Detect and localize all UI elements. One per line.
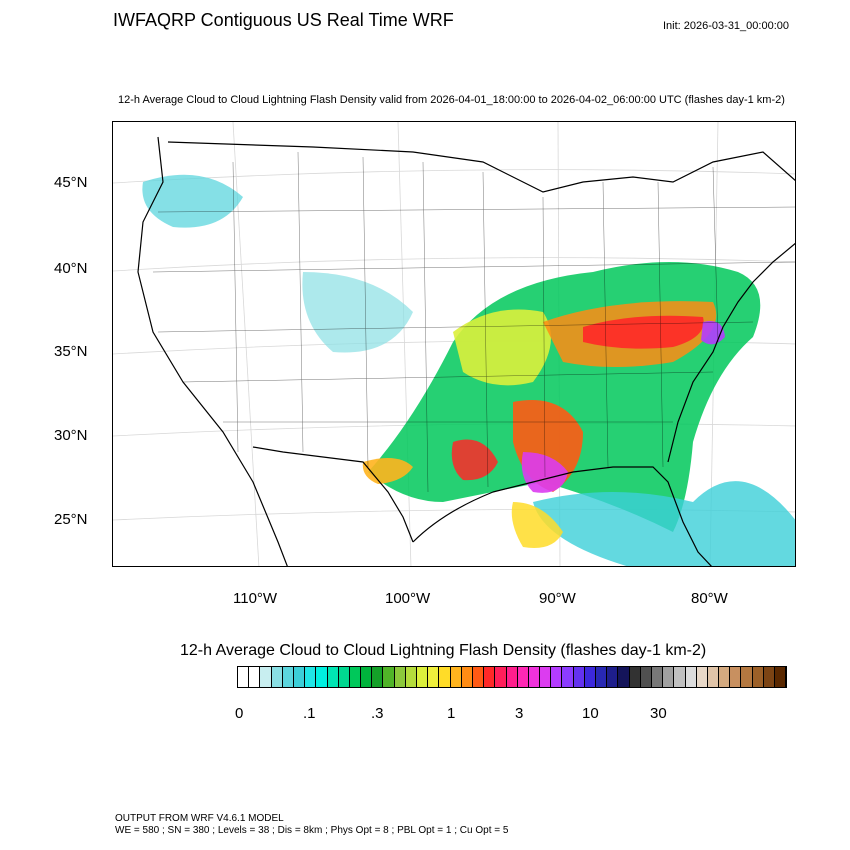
plot-title: IWFAQRP Contiguous US Real Time WRF [113,10,454,30]
colorbar-swatch [472,667,485,687]
colorbar-swatch [450,667,462,687]
colorbar-swatch [405,667,417,687]
model-info-line2: WE = 580 ; SN = 380 ; Levels = 38 ; Dis … [115,825,509,836]
colorbar-swatch [663,667,675,687]
colorbar-swatch [238,667,250,687]
colorbar-swatch [763,667,775,687]
init-time: Init: 2026-03-31_00:00:00 [663,20,789,32]
colorbar-swatch [651,667,664,687]
lon-label-90: 90°W [539,590,576,607]
colorbar-swatch [461,667,473,687]
field-subtitle: 12-h Average Cloud to Cloud Lightning Fl… [118,94,785,106]
lat-label-25: 25°N [54,511,88,528]
colorbar-tick-1: 1 [447,705,456,722]
colorbar-swatch [293,667,306,687]
colorbar-swatch [282,667,294,687]
colorbar-swatch [417,667,429,687]
colorbar-swatch [338,667,350,687]
colorbar-title: 12-h Average Cloud to Cloud Lightning Fl… [180,642,707,659]
colorbar-swatch [305,667,317,687]
colorbar-swatch [528,667,541,687]
colorbar-swatch [696,667,708,687]
colorbar-swatch [629,667,641,687]
map-canvas [113,122,795,566]
model-info-line1: OUTPUT FROM WRF V4.6.1 MODEL [115,813,284,824]
colorbar-tick-10: 10 [582,705,599,722]
colorbar-swatch [327,667,339,687]
colorbar-swatch [249,667,261,687]
lat-label-45: 45°N [54,174,88,191]
county-lines [152,151,795,493]
colorbar-tick-0.3: .3 [371,705,384,722]
colorbar-swatch [349,667,362,687]
colorbar-swatch [271,667,283,687]
colorbar-tick-0: 0 [235,705,244,722]
colorbar-swatch [775,667,787,687]
lightning-field [142,174,795,566]
lightning-map [112,121,796,567]
colorbar-tick-0.1: .1 [303,705,316,722]
colorbar-swatch [674,667,686,687]
colorbar-tick-3: 3 [515,705,524,722]
colorbar-swatch [730,667,742,687]
boundaries [137,136,795,566]
colorbar-tick-30: 30 [650,705,667,722]
colorbar-swatch [707,667,720,687]
colorbar-swatch [439,667,451,687]
lat-label-40: 40°N [54,260,88,277]
colorbar-swatch [573,667,585,687]
colorbar-swatch [607,667,619,687]
colorbar-swatch [685,667,697,687]
lon-label-100: 100°W [385,590,431,607]
colorbar-swatch [383,667,395,687]
colorbar-swatch [428,667,440,687]
colorbar-swatch [640,667,652,687]
colorbar-swatch [584,667,596,687]
lon-label-110: 110°W [233,590,278,607]
colorbar-swatch [484,667,496,687]
colorbar-swatch [372,667,384,687]
colorbar-swatch [596,667,608,687]
colorbar-swatch [540,667,552,687]
colorbar-swatch [562,667,574,687]
colorbar-swatch [316,667,328,687]
colorbar-swatch [506,667,518,687]
colorbar-swatch [495,667,507,687]
colorbar-swatch [719,667,731,687]
colorbar-swatch [361,667,373,687]
colorbar [237,666,788,688]
colorbar-swatch [260,667,272,687]
colorbar-swatch [551,667,563,687]
lat-label-30: 30°N [54,427,88,444]
colorbar-swatch [741,667,753,687]
colorbar-swatch [394,667,406,687]
colorbar-swatch [752,667,764,687]
colorbar-swatch [517,667,529,687]
lon-label-80: 80°W [691,590,728,607]
lat-label-35: 35°N [54,343,88,360]
colorbar-swatch [618,667,630,687]
